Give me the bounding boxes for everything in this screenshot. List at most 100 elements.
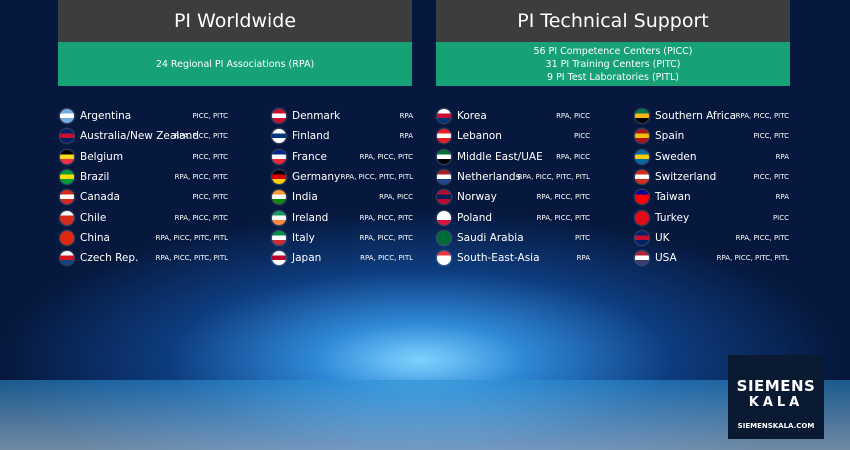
- country-row: Finland RPA: [272, 127, 413, 145]
- flag-icon: [437, 251, 451, 266]
- country-row: Germany RPA, PICC, PITC, PITL: [272, 168, 413, 186]
- flag-icon: [635, 109, 649, 123]
- country-name: China: [80, 231, 110, 244]
- country-codes: PICC, PITC: [192, 193, 228, 202]
- panel-line: 56 PI Competence Centers (PICC): [533, 45, 693, 57]
- country-row: Turkey PICC: [635, 209, 789, 227]
- panel-sub: 56 PI Competence Centers (PICC) 31 PI Tr…: [436, 42, 790, 86]
- panel: PI Technical Support 56 PI Competence Ce…: [436, 0, 790, 86]
- flag-icon: [272, 169, 286, 184]
- country-codes: PICC, PITC: [192, 152, 228, 161]
- country-row: Poland RPA, PICC, PITC: [437, 209, 590, 227]
- country-name: Ireland: [292, 211, 329, 224]
- country-name: Argentina: [80, 110, 132, 122]
- flag-icon: [635, 190, 649, 205]
- panel-title: PI Worldwide: [173, 10, 297, 32]
- flag-icon: [635, 251, 649, 266]
- country-row: Chile RPA, PICC, PITC: [60, 209, 228, 227]
- country-codes: RPA, PICC, PITC: [174, 213, 228, 222]
- flag-icon: [60, 109, 74, 123]
- country-name: Saudi Arabia: [457, 231, 524, 244]
- flag-icon: [437, 109, 451, 123]
- country-row: Southern Africa RPA, PICC, PITC: [635, 107, 789, 125]
- logo-url: SIEMENSKALA.COM: [737, 422, 815, 430]
- country-row: South-East-Asia RPA: [437, 249, 590, 267]
- flag-icon: [437, 190, 451, 205]
- country-name: Czech Rep.: [80, 252, 139, 265]
- country-row: France RPA, PICC, PITC: [272, 148, 413, 166]
- country-name: Finland: [292, 130, 330, 143]
- country-codes: RPA, PICC, PITC, PITL: [517, 172, 590, 181]
- flag-icon: [60, 129, 74, 144]
- country-name: Middle East/UAE: [457, 150, 543, 163]
- country-name: Netherlands: [457, 170, 522, 183]
- flag-icon: [272, 129, 286, 144]
- country-name: Switzerland: [655, 170, 717, 183]
- flag-icon: [60, 210, 74, 225]
- country-row: India RPA, PICC: [272, 188, 413, 206]
- country-name: UK: [655, 231, 670, 244]
- country-row: Denmark RPA: [272, 107, 413, 125]
- country-codes: PICC: [772, 213, 789, 222]
- country-codes: RPA, PICC: [556, 112, 590, 120]
- flag-icon: [272, 251, 286, 266]
- flag-icon: [437, 149, 451, 164]
- logo-text: SIEMENS: [736, 377, 816, 395]
- country-name: Australia/New Zealand: [80, 130, 199, 143]
- country-codes: PICC, PITC: [753, 132, 789, 141]
- country-name: Germany: [292, 170, 341, 183]
- country-codes: PICC: [573, 132, 590, 141]
- country-name: Canada: [80, 191, 120, 204]
- country-row: Spain PICC, PITC: [635, 127, 789, 145]
- country-name: Taiwan: [655, 191, 691, 204]
- flag-icon: [272, 190, 286, 205]
- country-name: Japan: [292, 252, 322, 265]
- flag-icon: [635, 210, 649, 225]
- country-name: India: [292, 191, 318, 204]
- country-row: Ireland RPA, PICC, PITC: [272, 209, 413, 227]
- panel-line: 24 Regional PI Associations (RPA): [155, 58, 315, 70]
- panel: PI Worldwide 24 Regional PI Associations…: [58, 0, 412, 86]
- country-codes: RPA, PICC, PITC: [536, 193, 590, 202]
- country-codes: RPA, PICC, PITC: [735, 233, 789, 242]
- country-name: Sweden: [655, 150, 697, 163]
- country-codes: RPA, PICC, PITL: [360, 254, 413, 263]
- country-row: Australia/New Zealand RPA, PICC, PITC: [60, 127, 228, 145]
- flag-icon: [437, 129, 451, 144]
- country-row: Taiwan RPA: [635, 188, 789, 206]
- country-row: USA RPA, PICC, PITC, PITL: [635, 249, 789, 267]
- panel-line: 31 PI Training Centers (PITC): [545, 58, 681, 70]
- country-row: China RPA, PICC, PITC, PITL: [60, 229, 228, 247]
- panel-sub: 24 Regional PI Associations (RPA): [58, 42, 412, 86]
- flag-icon: [635, 169, 649, 184]
- country-codes: RPA, PICC, PITC: [536, 213, 590, 222]
- country-codes: RPA, PICC, PITC: [174, 132, 228, 141]
- flag-icon: [272, 149, 286, 164]
- country-name: Belgium: [80, 150, 124, 163]
- country-codes: RPA: [399, 132, 413, 141]
- country-row: Korea RPA, PICC: [437, 107, 590, 125]
- country-row: Argentina PICC, PITC: [60, 107, 228, 125]
- country-row: Lebanon PICC: [437, 127, 590, 145]
- flag-icon: [272, 210, 286, 225]
- country-name: France: [292, 150, 327, 163]
- country-row: Saudi Arabia PITC: [437, 229, 590, 247]
- flag-icon: [60, 169, 74, 184]
- country-codes: RPA: [775, 152, 789, 161]
- country-codes: PITC: [574, 233, 590, 242]
- country-row: Brazil RPA, PICC, PITC: [60, 168, 228, 186]
- logo-text: KALA: [748, 395, 804, 410]
- flag-icon: [635, 230, 649, 245]
- flag-icon: [60, 251, 74, 266]
- country-row: UK RPA, PICC, PITC: [635, 229, 789, 247]
- country-name: USA: [655, 252, 677, 265]
- country-name: Korea: [457, 110, 487, 122]
- country-row: Canada PICC, PITC: [60, 188, 228, 206]
- country-codes: RPA, PICC, PITC, PITL: [340, 172, 413, 181]
- country-row: Switzerland PICC, PITC: [635, 168, 789, 186]
- flag-icon: [272, 230, 286, 245]
- logo: SIEMENS KALA SIEMENSKALA.COM: [728, 355, 824, 439]
- country-codes: RPA, PICC, PITC, PITL: [155, 233, 228, 242]
- country-name: Turkey: [655, 211, 690, 224]
